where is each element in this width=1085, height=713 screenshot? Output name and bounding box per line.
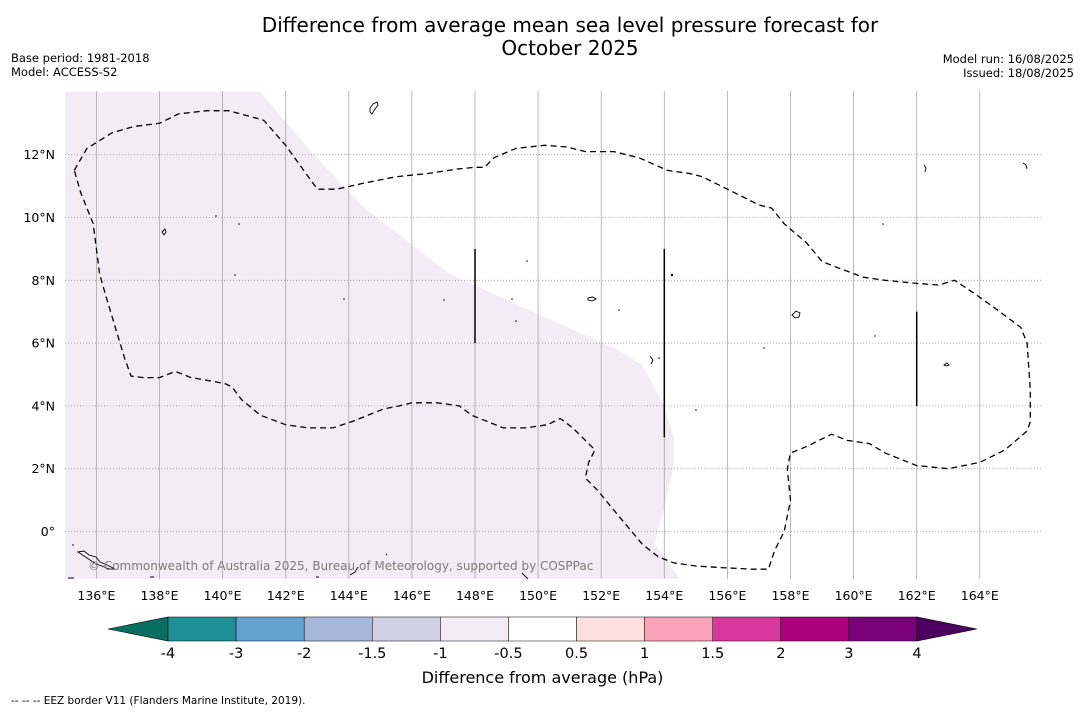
island-outline	[943, 362, 950, 367]
island-outline	[349, 553, 529, 579]
colorbar-tick-label: 0.5	[565, 646, 588, 662]
title-line-2: October 2025	[501, 36, 639, 60]
issued-label: Issued: 18/08/2025	[963, 66, 1074, 80]
anomaly-shaded-region	[65, 91, 681, 579]
colorbar-bin	[303, 616, 373, 642]
colorbar-tick-label: 4	[912, 646, 921, 662]
longitude-tick-label: 148°E	[456, 588, 494, 603]
colorbar-tick-label: -3	[229, 646, 243, 662]
model-info: Base period: 1981-2018 Model: ACCESS-S2	[11, 51, 150, 79]
island-outline	[161, 228, 167, 236]
island-outline	[587, 296, 597, 302]
latitude-tick-label: 8°N	[31, 273, 55, 288]
colorbar-bin	[508, 616, 577, 642]
atoll-dots	[72, 215, 884, 546]
latitude-gridlines	[65, 154, 1042, 532]
copyright-notice: © Commonwealth of Australia 2025, Bureau…	[88, 559, 593, 573]
colorbar-over-arrow	[916, 616, 978, 642]
colorbar-tick-label: -0.5	[494, 646, 522, 662]
run-info: Model run: 16/08/2025 Issued: 18/08/2025	[943, 52, 1074, 80]
latitude-tick-label: 6°N	[31, 336, 55, 351]
chart-title: Difference from average mean sea level p…	[220, 14, 920, 60]
colorbar-tick-label: 3	[844, 646, 853, 662]
longitude-tick-label: 164°E	[961, 588, 999, 603]
longitude-tick-label: 138°E	[140, 588, 178, 603]
colorbar-tick-label: -1.5	[358, 646, 386, 662]
island-outline	[68, 576, 319, 579]
title-line-1: Difference from average mean sea level p…	[261, 13, 879, 37]
colorbar-bin	[372, 616, 441, 642]
colorbar-bin	[167, 616, 237, 642]
colorbar-tick-label: -4	[161, 646, 175, 662]
latitude-tick-label: 10°N	[23, 210, 55, 225]
colorbar-bin	[848, 616, 918, 642]
colorbar: -4 -3 -2 -1.5 -1 -0.5 0.5 1 1.5 2 3 4	[107, 616, 978, 662]
latitude-tick-label: 2°N	[31, 461, 55, 476]
island-outline	[923, 162, 1028, 173]
model-run-label: Model run: 16/08/2025	[942, 52, 1074, 66]
base-period-label: Base period: 1981-2018	[11, 51, 150, 65]
longitude-tick-label: 160°E	[835, 588, 873, 603]
longitude-tick-label: 162°E	[898, 588, 936, 603]
longitude-tick-label: 146°E	[393, 588, 431, 603]
longitude-tick-labels: 136°E 138°E 140°E 142°E 144°E 146°E 148°E 150°E…	[77, 588, 999, 603]
island-outline	[649, 355, 654, 365]
colorbar-bin	[576, 616, 645, 642]
eez-footnote: -- -- -- EEZ border V11 (Flanders Marine…	[11, 695, 306, 707]
colorbar-bin	[644, 616, 713, 642]
longitude-tick-label: 150°E	[519, 588, 557, 603]
longitude-tick-label: 144°E	[330, 588, 368, 603]
eez-segments	[474, 248, 918, 438]
island-outline	[791, 310, 801, 319]
longitude-tick-label: 136°E	[77, 588, 115, 603]
model-label: Model: ACCESS-S2	[11, 65, 118, 79]
colorbar-title: Difference from average (hPa)	[421, 668, 664, 687]
latitude-tick-labels: 0° 2°N 4°N 6°N 8°N 10°N 12°N	[23, 147, 55, 539]
islands	[68, 101, 1028, 579]
latitude-tick-label: 12°N	[23, 147, 55, 162]
island-outline	[76, 550, 116, 570]
colorbar-bin	[440, 616, 509, 642]
longitude-tick-label: 142°E	[267, 588, 305, 603]
island-outline	[369, 101, 379, 115]
colorbar-tick-label: 1.5	[701, 646, 724, 662]
map-area: © Commonwealth of Australia 2025, Bureau…	[65, 91, 1042, 579]
colorbar-tick-label: 1	[640, 646, 649, 662]
longitude-tick-label: 156°E	[708, 588, 746, 603]
colorbar-tick-label: -1	[433, 646, 447, 662]
latitude-tick-label: 0°	[41, 524, 55, 539]
longitude-tick-label: 140°E	[204, 588, 242, 603]
longitude-tick-label: 158°E	[771, 588, 809, 603]
colorbar-tick-label: -2	[297, 646, 311, 662]
eez-border	[73, 110, 1031, 570]
colorbar-bin	[235, 616, 305, 642]
colorbar-under-arrow	[107, 616, 169, 642]
longitude-tick-label: 152°E	[582, 588, 620, 603]
colorbar-bin	[712, 616, 782, 642]
longitude-tick-label: 154°E	[645, 588, 683, 603]
latitude-tick-label: 4°N	[31, 398, 55, 413]
colorbar-tick-label: 2	[776, 646, 785, 662]
colorbar-bin	[780, 616, 850, 642]
